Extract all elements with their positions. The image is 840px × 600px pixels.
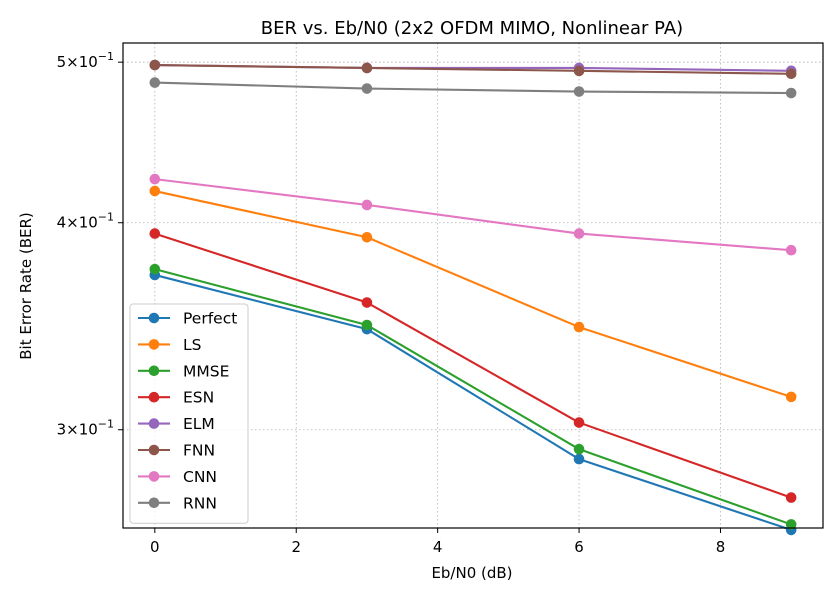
- legend-item-fnn: FNN: [138, 442, 215, 460]
- legend-swatch-marker: [148, 471, 160, 482]
- y-tick-times: ×10: [66, 214, 98, 232]
- data-point-fnn: [785, 68, 797, 80]
- series-ls: [149, 185, 797, 403]
- legend-label: RNN: [183, 494, 217, 512]
- data-point-cnn: [785, 244, 797, 256]
- series-line-ls: [154, 190, 792, 398]
- series-fnn: [149, 59, 797, 80]
- legend-label: MMSE: [183, 362, 229, 380]
- legend-item-mmse: MMSE: [138, 362, 229, 380]
- data-point-esn: [361, 297, 373, 308]
- legend-item-elm: ELM: [138, 415, 215, 433]
- data-point-cnn: [149, 173, 161, 185]
- data-point-ls: [149, 185, 161, 197]
- legend-swatch-marker: [148, 365, 160, 377]
- data-point-fnn: [361, 62, 373, 74]
- data-point-fnn: [573, 65, 585, 77]
- legend-item-perfect: Perfect: [138, 310, 237, 328]
- legend-label: Perfect: [183, 310, 237, 328]
- legend-item-cnn: CNN: [138, 468, 217, 486]
- data-point-esn: [573, 417, 585, 428]
- x-tick-label: 0: [150, 538, 160, 556]
- y-tick-mantissa: 3: [57, 421, 67, 439]
- data-point-rnn: [785, 87, 797, 99]
- x-tick-label: 6: [574, 538, 584, 556]
- legend-swatch-marker: [148, 312, 160, 324]
- y-tick-mantissa: 5: [57, 53, 67, 71]
- series-line-mmse: [154, 268, 792, 526]
- legend: Perfect LS MMSE ESN ELM FNN CNN RNN: [129, 303, 249, 524]
- data-point-ls: [573, 321, 585, 333]
- series-line-rnn: [154, 81, 792, 95]
- legend-label: FNN: [183, 442, 215, 460]
- data-point-mmse: [785, 519, 797, 530]
- data-point-rnn: [149, 77, 161, 88]
- legend-label: LS: [183, 336, 201, 354]
- series-layer: [149, 59, 797, 536]
- y-tick-mantissa: 4: [57, 214, 67, 232]
- y-tick-label: 4×10−1: [57, 211, 114, 232]
- plot-frame: [122, 42, 824, 529]
- y-tick-exponent: −1: [98, 211, 114, 224]
- legend-item-ls: LS: [138, 336, 201, 354]
- series-line-fnn: [154, 64, 792, 75]
- legend-label: ESN: [183, 389, 214, 407]
- y-tick-label: 3×10−1: [57, 418, 114, 439]
- series-line-cnn: [154, 178, 792, 252]
- y-tick-times: ×10: [66, 53, 98, 71]
- data-point-perfect: [573, 453, 585, 465]
- x-axis-ticks: 0 2 4 6 8: [150, 528, 725, 556]
- x-tick-label: 2: [291, 538, 301, 556]
- legend-label: ELM: [183, 415, 215, 433]
- data-point-ls: [785, 391, 797, 403]
- data-point-mmse: [361, 319, 373, 331]
- y-axis-label: Bit Error Rate (BER): [17, 212, 35, 360]
- data-point-fnn: [149, 59, 161, 71]
- legend-swatch-marker: [148, 444, 160, 456]
- x-tick-label: 4: [433, 538, 443, 556]
- data-point-ls: [361, 231, 373, 243]
- legend-swatch-marker: [148, 497, 160, 509]
- chart-title: BER vs. Eb/N0 (2x2 OFDM MIMO, Nonlinear …: [261, 18, 683, 39]
- data-point-rnn: [361, 83, 373, 94]
- series-rnn: [149, 77, 797, 99]
- series-line-perfect: [154, 273, 792, 531]
- series-cnn: [149, 173, 797, 256]
- y-tick-exponent: −1: [98, 418, 114, 431]
- y-tick-label: 5×10−1: [57, 50, 114, 71]
- series-esn: [149, 228, 797, 503]
- y-tick-exponent: −1: [98, 50, 114, 63]
- data-point-mmse: [149, 263, 161, 275]
- data-point-mmse: [573, 443, 585, 455]
- series-mmse: [149, 263, 797, 530]
- legend-label: CNN: [183, 468, 217, 486]
- data-point-cnn: [573, 228, 585, 239]
- x-tick-label: 8: [716, 538, 726, 556]
- y-tick-times: ×10: [66, 421, 98, 439]
- data-point-cnn: [361, 199, 373, 211]
- x-axis-label: Eb/N0 (dB): [431, 564, 512, 582]
- legend-box: [129, 303, 249, 524]
- legend-swatch-marker: [148, 391, 160, 403]
- legend-item-esn: ESN: [138, 389, 214, 407]
- legend-item-rnn: RNN: [138, 494, 217, 512]
- y-axis-ticks: 3×10−14×10−15×10−1: [57, 50, 123, 439]
- series-line-esn: [154, 232, 792, 499]
- legend-swatch-marker: [148, 418, 160, 429]
- data-point-rnn: [573, 86, 585, 97]
- data-point-esn: [785, 492, 797, 503]
- data-point-esn: [149, 228, 161, 239]
- legend-swatch-marker: [148, 339, 160, 350]
